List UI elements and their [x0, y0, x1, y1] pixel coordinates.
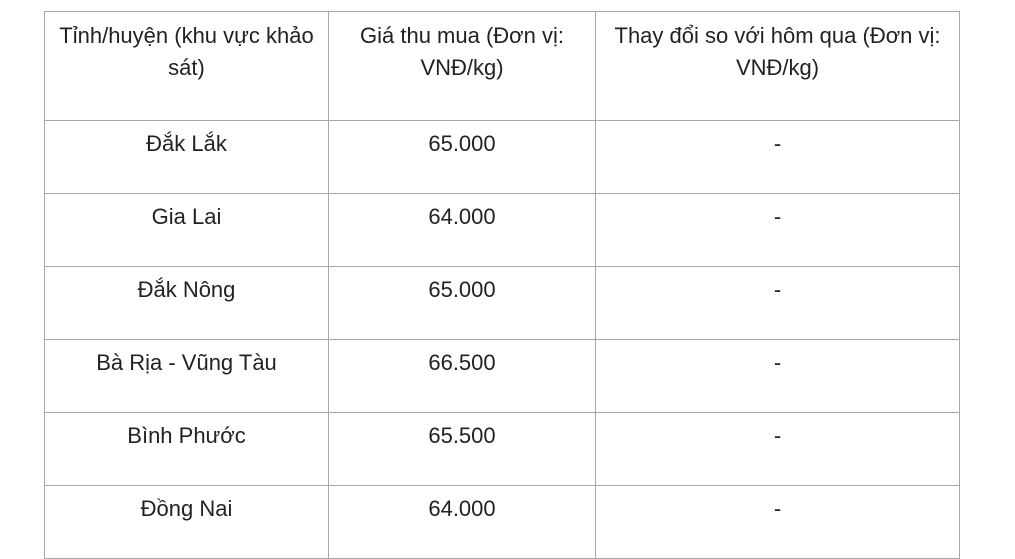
header-province: Tỉnh/huyện (khu vực khảo sát) — [44, 11, 329, 121]
price-cell: 65.500 — [328, 412, 596, 486]
province-cell: Bà Rịa - Vũng Tàu — [44, 339, 329, 413]
change-cell: - — [595, 339, 960, 413]
change-cell: - — [595, 485, 960, 559]
price-cell: 65.000 — [328, 266, 596, 340]
price-cell: 65.000 — [328, 120, 596, 194]
province-cell: Đắk Nông — [44, 266, 329, 340]
table-row: Bình Phước 65.500- — [44, 412, 960, 486]
province-cell: Gia Lai — [44, 193, 329, 267]
price-table: Tỉnh/huyện (khu vực khảo sát) Giá thu mu… — [44, 11, 960, 559]
change-cell: - — [595, 266, 960, 340]
table-row: Bà Rịa - Vũng Tàu 66.500- — [44, 339, 960, 413]
change-cell: - — [595, 120, 960, 194]
header-change: Thay đổi so với hôm qua (Đơn vị: VNĐ/kg) — [595, 11, 960, 121]
change-cell: - — [595, 193, 960, 267]
price-cell: 66.500 — [328, 339, 596, 413]
province-cell: Đắk Lắk — [44, 120, 329, 194]
price-cell: 64.000 — [328, 193, 596, 267]
header-price: Giá thu mua (Đơn vị: VNĐ/kg) — [328, 11, 596, 121]
header-row: Tỉnh/huyện (khu vực khảo sát) Giá thu mu… — [44, 11, 960, 121]
price-cell: 64.000 — [328, 485, 596, 559]
table-row: Đắk Lắk 65.000- — [44, 120, 960, 194]
table-row: Gia Lai 64.000- — [44, 193, 960, 267]
table-row: Đắk Nông 65.000- — [44, 266, 960, 340]
table-row: Đồng Nai 64.000- — [44, 485, 960, 559]
province-cell: Bình Phước — [44, 412, 329, 486]
province-cell: Đồng Nai — [44, 485, 329, 559]
change-cell: - — [595, 412, 960, 486]
